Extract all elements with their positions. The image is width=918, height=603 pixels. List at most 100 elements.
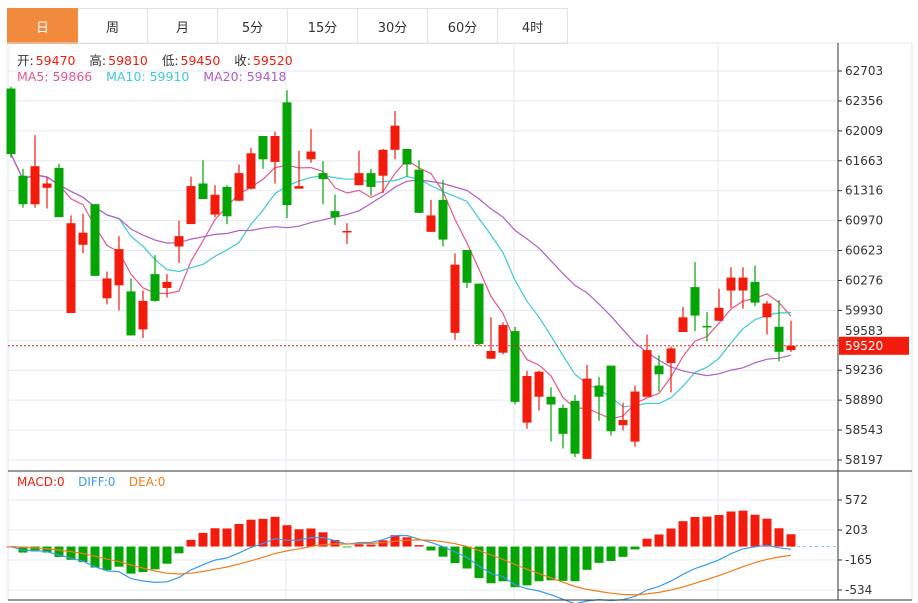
macd-bar (210, 528, 220, 547)
axes: 62703 62356 62009 61663 61316 60970 60623 60276… (8, 43, 912, 601)
candle (522, 370, 532, 429)
macd-bar (570, 546, 580, 582)
candle-body (306, 151, 316, 160)
candle-body (606, 365, 616, 432)
candle-body (366, 173, 376, 187)
last-price-label: 59520 (845, 339, 883, 353)
macd-bar (582, 546, 592, 570)
macd-bar (774, 528, 784, 547)
candle-body (90, 204, 100, 276)
macd-bar (402, 537, 412, 547)
candle-body (438, 199, 448, 240)
macd-bar (450, 546, 460, 564)
macd-bar (66, 546, 76, 560)
candle-body (282, 102, 292, 206)
macd-bar (258, 518, 268, 547)
candle (210, 185, 220, 218)
candle (6, 86, 16, 158)
candle-body (618, 420, 628, 426)
candle-body (786, 345, 796, 351)
candle (66, 215, 76, 313)
macd-bar (162, 546, 172, 564)
macd-bar (786, 534, 796, 547)
last-price-badge (839, 336, 909, 355)
candle (510, 326, 520, 405)
macd-panel (6, 510, 838, 603)
candle (330, 194, 340, 225)
macd-bar (426, 546, 436, 551)
candle (774, 300, 784, 362)
diff-value: DIFF:0 (78, 475, 116, 489)
candle-body (450, 264, 460, 333)
dea-line (10, 539, 792, 596)
candle-body (354, 173, 364, 186)
macd-bar (246, 519, 256, 547)
macd-bar (726, 511, 736, 547)
candle (150, 255, 160, 302)
candle-body (78, 232, 88, 245)
price-tick-label: 59930 (845, 303, 883, 317)
macd-value: MACD:0 (17, 475, 65, 489)
dif-line (10, 534, 792, 603)
macd-bar (222, 528, 232, 547)
price-tick-label: 61316 (845, 184, 883, 198)
candle (426, 199, 436, 232)
candle-body (210, 194, 220, 215)
candle-body (138, 300, 148, 330)
candle (294, 150, 304, 189)
price-tick-label: 62703 (845, 64, 883, 78)
candle-body (102, 278, 112, 299)
candle (114, 236, 124, 311)
candle-body (594, 385, 604, 397)
candle (498, 322, 508, 355)
candle-body (234, 173, 244, 201)
candle (30, 135, 40, 208)
candle-body (714, 307, 724, 321)
candle-body (342, 230, 352, 233)
macd-bar (330, 540, 340, 547)
candle-body (318, 173, 328, 180)
ma20-value: MA20: 59418 (203, 69, 287, 84)
price-tick-label: 60623 (845, 244, 883, 258)
candle (18, 168, 28, 208)
ma5-line (10, 153, 792, 420)
price-tick-label: 59236 (845, 363, 883, 377)
candle (246, 148, 256, 190)
candle (678, 306, 688, 332)
candle (282, 90, 292, 219)
candle (690, 262, 700, 332)
macd-bar (234, 524, 244, 547)
candle-body (390, 125, 400, 150)
candle (726, 267, 736, 308)
candle-body (750, 281, 760, 303)
candle (186, 176, 196, 225)
candle (198, 160, 208, 200)
macd-bar (678, 521, 688, 547)
macd-bar (558, 546, 568, 581)
candle (342, 223, 352, 244)
candle (462, 249, 472, 288)
macd-bar (690, 516, 700, 547)
candle (738, 267, 748, 309)
candle (42, 177, 52, 209)
low-value: 59450 (180, 53, 221, 68)
candle-body (114, 249, 124, 286)
candle-body (258, 136, 268, 160)
macd-bar (198, 532, 208, 547)
candle (378, 148, 388, 193)
price-tick-label: 62009 (845, 124, 883, 138)
tab-day[interactable]: 日 (7, 8, 78, 44)
candle-body (642, 350, 652, 397)
candle-body (666, 348, 676, 364)
candle (402, 148, 412, 177)
macd-bar (618, 546, 628, 557)
candle-body (270, 136, 280, 162)
ma5-value: MA5: 59866 (17, 69, 93, 84)
candle-body (486, 350, 496, 359)
ohlc-legend: 开: 59470 高: 59810 低: 59450 收: 59520 (17, 50, 295, 69)
macd-bar (354, 544, 364, 547)
candle-body (6, 88, 16, 155)
macd-bar (762, 518, 772, 547)
candle (786, 320, 796, 352)
